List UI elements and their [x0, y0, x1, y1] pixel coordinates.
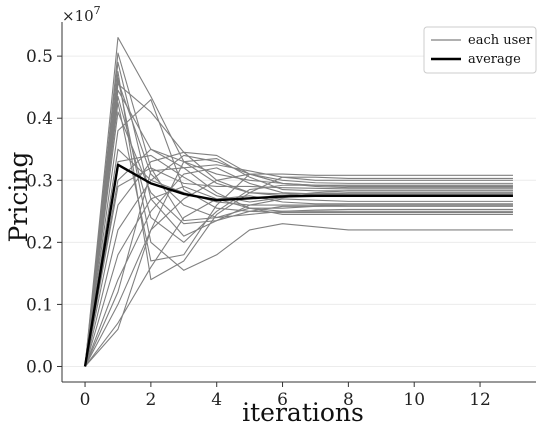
x-tick-label: 4 — [211, 390, 222, 410]
user-series-line-21 — [84, 111, 513, 367]
user-series-line-15 — [84, 185, 513, 367]
user-series-line-20 — [84, 80, 513, 367]
user-series-line-18 — [84, 195, 513, 367]
x-tick-label: 6 — [277, 390, 288, 410]
y-tick-label: 0.1 — [26, 295, 53, 315]
legend-label-each-user: each user — [468, 33, 533, 48]
x-tick-label: 2 — [145, 390, 156, 410]
y-axis-label: Pricing — [4, 152, 33, 243]
user-series-line-19 — [84, 158, 513, 367]
x-tick-label: 0 — [80, 390, 91, 410]
y-tick-label: 0.0 — [26, 357, 53, 377]
y-scale-exponent-label: ×107 — [62, 4, 101, 25]
series-lines — [83, 36, 513, 367]
x-tick-label: 8 — [343, 390, 354, 410]
y-tick-label: 0.4 — [26, 109, 53, 129]
x-tick-label: 12 — [469, 390, 491, 410]
user-series-line-11 — [84, 154, 513, 367]
y-ticks: 0.0 0.1 0.2 0.3 0.4 0.5 — [26, 47, 62, 377]
x-ticks: 0 2 4 6 8 10 12 — [80, 382, 491, 410]
user-series-line-24 — [84, 99, 513, 367]
user-series-line-4 — [84, 71, 513, 367]
y-tick-label: 0.3 — [26, 171, 53, 191]
x-axis-label: iterations — [242, 398, 364, 427]
legend-box — [423, 26, 537, 74]
axes — [61, 22, 536, 383]
y-tick-label: 0.2 — [26, 233, 53, 253]
user-series-line-14 — [84, 179, 513, 367]
user-series-line-13 — [84, 151, 513, 367]
user-series-line-9 — [84, 102, 513, 367]
x-tick-label: 10 — [403, 390, 425, 410]
user-series-line-17 — [84, 173, 513, 367]
user-series-line-5 — [84, 77, 513, 367]
user-series-line-23 — [84, 164, 513, 367]
legend-label-average: average — [468, 52, 521, 67]
user-series-line-7 — [84, 89, 513, 367]
y-tick-label: 0.5 — [26, 47, 53, 67]
average-series-line — [83, 163, 513, 367]
user-series-line-16 — [84, 167, 513, 367]
legend: each user average — [423, 26, 537, 74]
user-series-line-10 — [84, 148, 513, 367]
